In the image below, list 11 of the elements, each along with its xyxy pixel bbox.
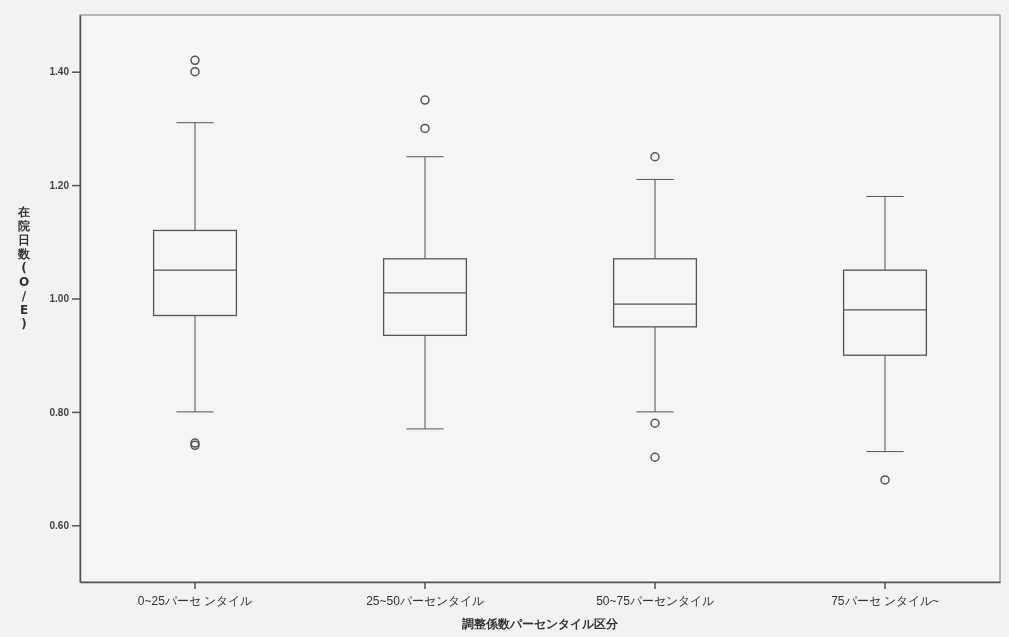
y-tick-label: 1.00: [49, 293, 70, 305]
x-tick-label: 75パーセ ンタイル~: [831, 594, 939, 609]
x-tick-label: 50~75パーセンタイル: [596, 594, 714, 609]
y-tick-label: 1.40: [49, 66, 70, 78]
text: 在院日数(O/E): [18, 204, 30, 331]
y-tick-label: 1.20: [49, 179, 70, 191]
y-tick-label: 0.80: [49, 406, 70, 418]
y-tick-label: 0.60: [49, 520, 70, 531]
x-axis-title: 調整係数パーセンタイル区分: [461, 617, 619, 631]
x-tick-label: 25~50パーセンタイル: [366, 594, 484, 609]
x-tick-label: 0~25パーセ ンタイル: [137, 594, 253, 609]
